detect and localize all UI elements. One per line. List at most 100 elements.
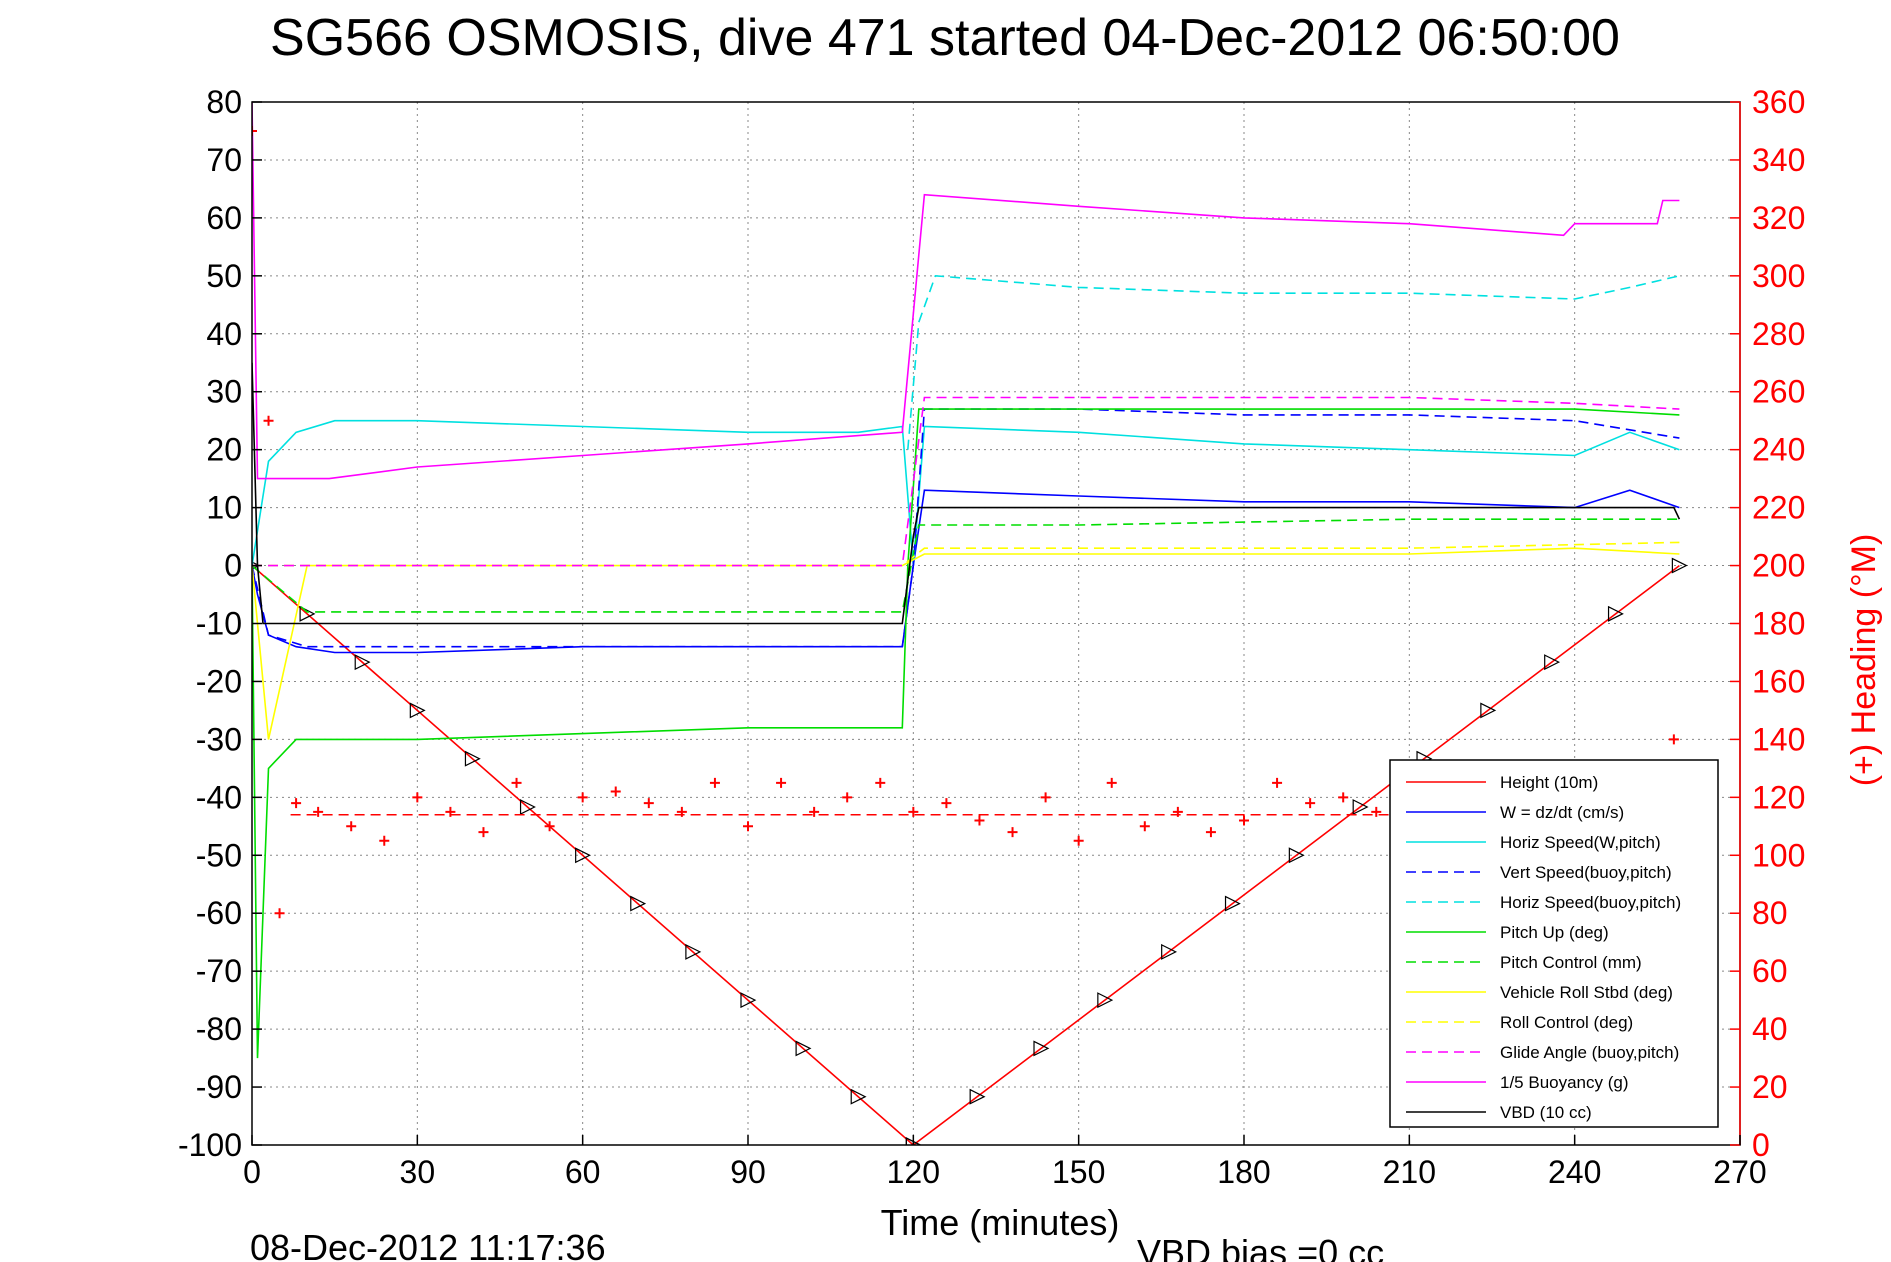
series-vert-speed-buoy-pitch [252, 408, 1680, 648]
right-tick-label: 300 [1752, 258, 1805, 294]
left-axis: 80 70 60 50 40 30 20 10 0 -10 -20 -30 -40 -50 -60 -70 -8… [178, 84, 262, 1163]
heading-point [511, 777, 522, 788]
series-pitch-up-deg [252, 408, 1680, 1059]
series-height-10m [252, 564, 1680, 1145]
heading-point [1668, 734, 1679, 745]
height-sample-marker [630, 895, 647, 912]
heading-point [941, 798, 952, 809]
bottom-tick-label: 180 [1217, 1154, 1270, 1190]
heading-point [643, 798, 654, 809]
heading-point [974, 815, 985, 826]
heading-point [1106, 777, 1117, 788]
legend-label: W = dz/dt (cm/s) [1500, 803, 1624, 822]
footer-vbd-bias: VBD bias =0 cc [1137, 1232, 1384, 1262]
chart-title: SG566 OSMOSIS, dive 471 started 04-Dec-2… [270, 9, 1620, 67]
right-tick-label: 40 [1752, 1011, 1788, 1047]
bottom-tick-label: 60 [565, 1154, 601, 1190]
left-tick-label: -50 [196, 837, 242, 873]
left-tick-label: -60 [196, 895, 242, 931]
bottom-tick-label: 150 [1052, 1154, 1105, 1190]
height-sample-marker [354, 654, 371, 671]
right-tick-label: 360 [1752, 84, 1805, 120]
height-sample-marker [1097, 992, 1114, 1009]
height-sample-marker [969, 1088, 986, 1105]
right-tick-label: 80 [1752, 895, 1788, 931]
right-tick-label: 320 [1752, 200, 1805, 236]
legend-label: 1/5 Buoyancy (g) [1500, 1073, 1629, 1092]
height-sample-marker [299, 605, 316, 622]
series-clip-group [252, 102, 1688, 1145]
height-sample-marker [575, 847, 592, 864]
series-glide-angle-buoy-pitch [252, 396, 1680, 567]
x-axis-label: Time (minutes) [881, 1202, 1120, 1243]
legend-label: Height (10m) [1500, 773, 1598, 792]
heading-point [252, 125, 257, 136]
legend-label: Pitch Up (deg) [1500, 923, 1609, 942]
height-sample-marker [795, 1040, 812, 1057]
height-sample-marker [464, 750, 481, 767]
right-tick-label: 220 [1752, 490, 1805, 526]
heading-point [412, 792, 423, 803]
heading-point [709, 777, 720, 788]
height-sample-marker [1288, 847, 1305, 864]
right-tick-label: 60 [1752, 953, 1788, 989]
heading-point [379, 835, 390, 846]
heading-point [1305, 798, 1316, 809]
height-sample-marker [850, 1088, 867, 1105]
height-sample-marker [685, 943, 702, 960]
heading-point [478, 827, 489, 838]
legend-label: Horiz Speed(buoy,pitch) [1500, 893, 1681, 912]
legend-box [1389, 759, 1719, 1128]
series-horiz-speed-buoy-pitch [907, 274, 1680, 450]
bottom-tick-label: 120 [887, 1154, 940, 1190]
heading-point [1073, 835, 1084, 846]
heading-point [1205, 827, 1216, 838]
left-tick-label: 70 [206, 142, 242, 178]
right-tick-label: 340 [1752, 142, 1805, 178]
series-w-dz-dt-cm-s [252, 489, 1680, 654]
right-tick-label: 0 [1752, 1127, 1770, 1163]
left-tick-label: 50 [206, 258, 242, 294]
heading-point [313, 806, 324, 817]
right-tick-label: 240 [1752, 432, 1805, 468]
legend-label: VBD (10 cc) [1500, 1103, 1592, 1122]
right-tick-label: 20 [1752, 1069, 1788, 1105]
left-tick-label: -100 [178, 1127, 242, 1163]
bottom-tick-label: 240 [1548, 1154, 1601, 1190]
height-sample-marker [1544, 654, 1561, 671]
right-tick-label: 180 [1752, 606, 1805, 642]
heading-point [809, 806, 820, 817]
series-horiz-speed-w-pitch [252, 419, 1680, 566]
heading-point [1007, 827, 1018, 838]
left-tick-label: 10 [206, 490, 242, 526]
left-tick-label: -20 [196, 663, 242, 699]
heading-point [544, 821, 555, 832]
right-tick-label: 140 [1752, 721, 1805, 757]
heading-point [274, 908, 285, 919]
left-tick-label: -30 [196, 721, 242, 757]
series-vehicle-roll-stbd-deg [252, 547, 1680, 740]
right-tick-label: 280 [1752, 316, 1805, 352]
bottom-tick-label: 90 [730, 1154, 766, 1190]
heading-point [1272, 777, 1283, 788]
left-tick-label: 30 [206, 374, 242, 410]
right-tick-label: 100 [1752, 837, 1805, 873]
bottom-tick-label: 270 [1713, 1154, 1766, 1190]
height-sample-marker [1033, 1040, 1050, 1057]
height-sample-marker [409, 702, 426, 719]
right-axis-label: (+) Heading (°M) [1845, 534, 1883, 787]
height-sample-marker [519, 799, 536, 815]
left-tick-label: -80 [196, 1011, 242, 1047]
height-sample-marker [1480, 702, 1497, 719]
heading-point [1371, 806, 1382, 817]
left-tick-label: 80 [206, 84, 242, 120]
right-tick-label: 260 [1752, 374, 1805, 410]
heading-point [445, 806, 456, 817]
heading-point [842, 792, 853, 803]
heading-point [1139, 821, 1150, 832]
heading-point [346, 821, 357, 832]
heading-point [1338, 792, 1349, 803]
height-sample-marker [1224, 895, 1241, 912]
left-tick-label: -40 [196, 779, 242, 815]
